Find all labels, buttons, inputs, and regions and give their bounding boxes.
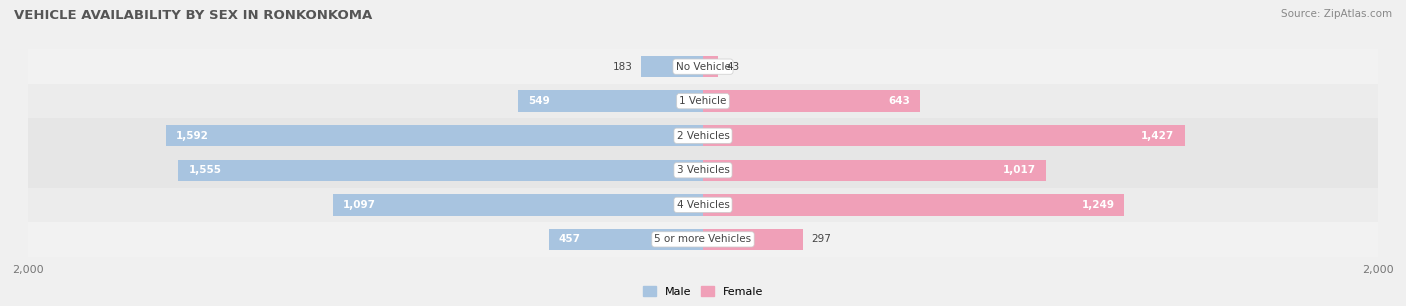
Text: 297: 297 xyxy=(811,234,831,244)
Text: No Vehicle: No Vehicle xyxy=(675,62,731,72)
Text: VEHICLE AVAILABILITY BY SEX IN RONKONKOMA: VEHICLE AVAILABILITY BY SEX IN RONKONKOM… xyxy=(14,9,373,22)
Text: 1,555: 1,555 xyxy=(188,165,221,175)
Text: 1 Vehicle: 1 Vehicle xyxy=(679,96,727,106)
Text: 1,097: 1,097 xyxy=(343,200,375,210)
Bar xyxy=(641,56,703,77)
Bar xyxy=(703,56,717,77)
Text: 2 Vehicles: 2 Vehicles xyxy=(676,131,730,141)
Bar xyxy=(166,125,703,147)
Bar xyxy=(703,91,920,112)
Bar xyxy=(703,159,1046,181)
Text: 5 or more Vehicles: 5 or more Vehicles xyxy=(654,234,752,244)
Text: Source: ZipAtlas.com: Source: ZipAtlas.com xyxy=(1281,9,1392,19)
Bar xyxy=(28,153,1378,188)
Bar xyxy=(28,222,1378,257)
Legend: Male, Female: Male, Female xyxy=(638,282,768,302)
Text: 549: 549 xyxy=(527,96,550,106)
Text: 3 Vehicles: 3 Vehicles xyxy=(676,165,730,175)
Text: 1,249: 1,249 xyxy=(1081,200,1115,210)
Text: 1,427: 1,427 xyxy=(1142,131,1174,141)
Text: 183: 183 xyxy=(613,62,633,72)
Text: 43: 43 xyxy=(725,62,740,72)
Text: 4 Vehicles: 4 Vehicles xyxy=(676,200,730,210)
Text: 1,592: 1,592 xyxy=(176,131,209,141)
Bar xyxy=(28,49,1378,84)
Text: 1,017: 1,017 xyxy=(1002,165,1036,175)
Text: 643: 643 xyxy=(889,96,910,106)
Bar xyxy=(703,125,1184,147)
Bar xyxy=(333,194,703,215)
Bar xyxy=(517,91,703,112)
Bar xyxy=(28,118,1378,153)
Bar xyxy=(548,229,703,250)
Bar xyxy=(703,229,803,250)
Text: 457: 457 xyxy=(560,234,581,244)
Bar xyxy=(703,194,1125,215)
Bar xyxy=(28,84,1378,118)
Bar xyxy=(179,159,703,181)
Bar xyxy=(28,188,1378,222)
